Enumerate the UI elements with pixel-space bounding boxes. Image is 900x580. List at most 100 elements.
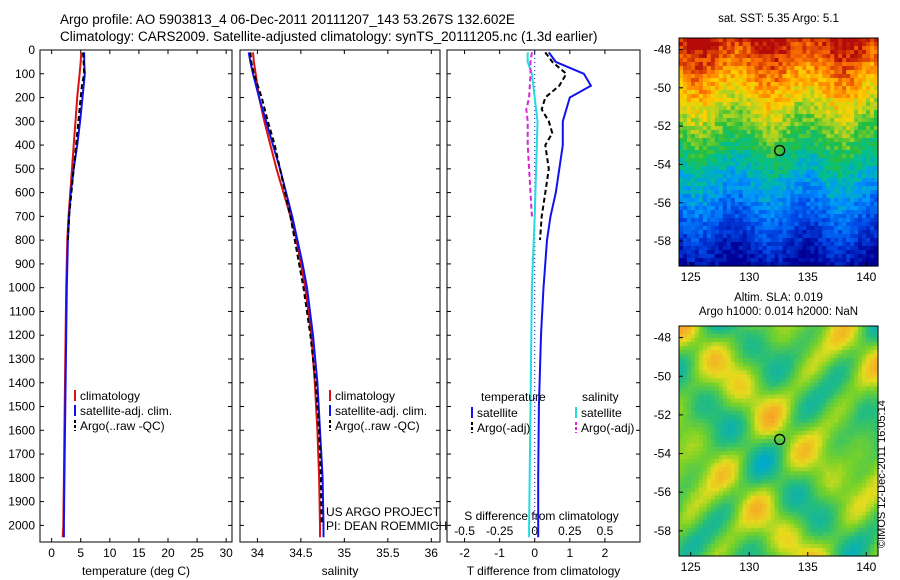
heatmap-cell [754,402,760,408]
lon-tick-label: 130 [739,270,759,284]
heatmap-cell [798,366,803,371]
heatmap-cell [710,374,716,380]
heatmap-cell [714,58,720,63]
heatmap-cell [838,422,843,428]
heatmap-cell [766,238,772,243]
heatmap-cell [698,178,704,183]
heatmap-cell [718,350,724,355]
heatmap-cell [690,398,696,404]
heatmap-cell [818,194,823,199]
heatmap-cell [746,246,752,251]
heatmap-cell [834,350,839,355]
heatmap-cell [774,410,780,416]
heatmap-cell [822,250,827,255]
legend-entry: climatology [335,389,395,403]
heatmap-cell [866,102,871,107]
heatmap-cell [806,342,811,347]
heatmap-cell [830,74,835,79]
heatmap-cell [798,214,803,219]
heatmap-cell [810,455,815,460]
heatmap-cell [842,254,847,259]
heatmap-cell [790,154,796,159]
heatmap-cell [706,430,712,436]
heatmap-cell [706,386,712,392]
heatmap-cell [722,467,728,472]
heatmap-cell [726,226,732,231]
heatmap-cell [842,90,847,95]
heatmap-cell [858,390,863,396]
heatmap-cell [782,230,788,235]
heatmap-cell [834,134,839,139]
heatmap-cell [826,238,831,243]
heatmap-cell [746,114,752,119]
heatmap-cell [706,206,712,211]
heatmap-cell [846,130,851,135]
heatmap-cell [810,130,815,135]
heatmap-cell [710,451,716,456]
heatmap-cell [774,467,780,472]
heatmap-cell [679,142,684,147]
heatmap-cell [782,130,788,135]
heatmap-cell [762,358,768,363]
heatmap-cell [854,182,859,187]
heatmap-cell [786,202,792,207]
heatmap-cell [706,126,712,131]
heatmap-cell [762,430,768,436]
heatmap-cell [870,463,875,468]
heatmap-cell [866,434,871,440]
heatmap-cell [782,451,788,456]
heatmap-cell [722,234,728,239]
heatmap-cell [679,378,684,384]
heatmap-cell [794,186,799,191]
heatmap-cell [738,98,744,103]
heatmap-cell [714,378,720,384]
heatmap-cell [786,410,792,416]
heatmap-cell [778,258,784,263]
heatmap-cell [782,350,788,355]
heatmap-cell [750,222,756,227]
heatmap-cell [834,346,839,351]
heatmap-cell [794,334,799,339]
heatmap-cell [774,110,780,115]
heatmap-cell [826,78,831,83]
heatmap-cell [870,170,875,175]
heatmap-cell [754,42,760,47]
heatmap-cell [842,98,847,103]
heatmap-cell [874,218,879,223]
heatmap-cell [810,378,815,384]
heatmap-cell [838,366,843,371]
heatmap-cell [734,254,740,259]
heatmap-cell [774,134,780,139]
heatmap-cell [798,138,803,143]
heatmap-cell [714,262,720,267]
heatmap-cell [722,226,728,231]
heatmap-cell [826,378,831,384]
heatmap-cell [810,94,815,99]
heatmap-cell [702,443,708,448]
map-frame-0 [678,37,879,267]
depth-tick-label: 500 [15,162,35,176]
heatmap-cell [710,86,716,91]
heatmap-cell [782,190,788,195]
heatmap-cell [842,106,847,111]
heatmap-cell [702,198,708,203]
heatmap-cell [874,254,879,259]
heatmap-cell [778,463,784,468]
heatmap-cell [870,206,875,211]
heatmap-cell [770,438,776,444]
heatmap-cell [790,354,796,359]
heatmap-cell [854,190,859,195]
heatmap-cell [762,210,768,215]
heatmap-cell [726,74,732,79]
heatmap-cell [742,98,748,103]
heatmap-cell [826,463,831,468]
heatmap-cell [814,366,819,371]
heatmap-cell [826,346,831,351]
heatmap-cell [730,50,736,55]
heatmap-cell [742,398,748,404]
heatmap-cell [790,102,796,107]
heatmap-cell [694,38,700,43]
heatmap-cell [722,358,728,363]
heatmap-cell [679,106,684,111]
